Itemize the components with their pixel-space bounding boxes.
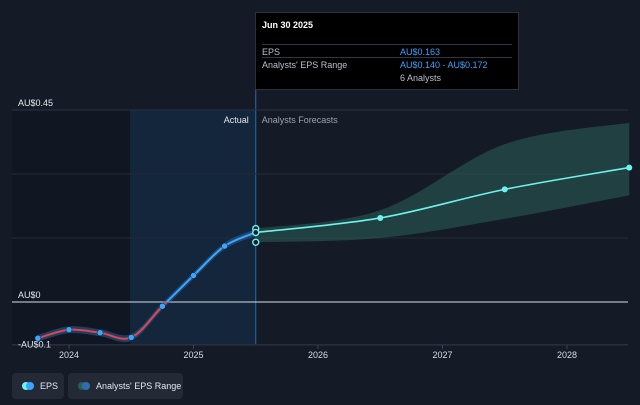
eps-history-point <box>221 242 228 250</box>
eps-forecast-point <box>501 186 508 193</box>
history-shade <box>12 110 130 345</box>
tooltip-eps-label: EPS <box>262 47 281 57</box>
x-tick-label: 2026 <box>308 350 328 360</box>
eps-history-point <box>128 334 135 341</box>
eps-history-point <box>190 272 197 279</box>
eps-forecast-point <box>626 164 633 171</box>
tooltip-eps-value: AU$0.163 <box>400 47 441 57</box>
legend-eps-label: EPS <box>40 381 59 391</box>
legend-range-dot-icon <box>82 382 90 390</box>
actual-region-label: Actual <box>224 115 249 125</box>
eps-history-point <box>65 326 73 333</box>
tooltip-analysts-count: 6 Analysts <box>400 73 442 83</box>
x-tick-label: 2028 <box>557 350 577 360</box>
tooltip-divider <box>262 57 512 58</box>
tooltip-range-value: AU$0.140 - AU$0.172 <box>400 60 488 70</box>
x-tick-label: 2024 <box>59 350 79 360</box>
eps-history-point <box>96 329 104 336</box>
eps-history-point <box>159 303 166 310</box>
tooltip-range-label: Analysts' EPS Range <box>262 60 348 70</box>
x-tick-label: 2027 <box>432 350 452 360</box>
eps-history-line <box>165 231 257 302</box>
tooltip: Jun 30 2025 EPS AU$0.163 Analysts' EPS R… <box>255 12 519 90</box>
eps-forecast-line <box>255 166 630 234</box>
eps-forecast-point <box>377 214 384 221</box>
tooltip-divider <box>262 44 512 45</box>
forecast-region-label: Analysts Forecasts <box>262 115 339 125</box>
actual-highlight-band <box>130 110 256 345</box>
y-tick-label: -AU$0.1 <box>18 340 51 350</box>
current-eps-marker <box>252 238 260 246</box>
y-tick-label: AU$0 <box>18 290 41 300</box>
tooltip-date: Jun 30 2025 <box>262 20 314 30</box>
legend-item-eps[interactable]: EPS <box>12 373 64 399</box>
x-tick-label: 2025 <box>183 350 203 360</box>
legend-range-label: Analysts' EPS Range <box>96 381 182 391</box>
analysts-eps-range-band <box>255 122 630 243</box>
y-tick-label: AU$0.45 <box>18 98 53 108</box>
legend-eps-dot-icon <box>26 382 34 390</box>
current-eps-marker <box>252 228 260 237</box>
legend-item-range[interactable]: Analysts' EPS Range <box>68 373 183 399</box>
eps-history-point <box>34 335 42 342</box>
